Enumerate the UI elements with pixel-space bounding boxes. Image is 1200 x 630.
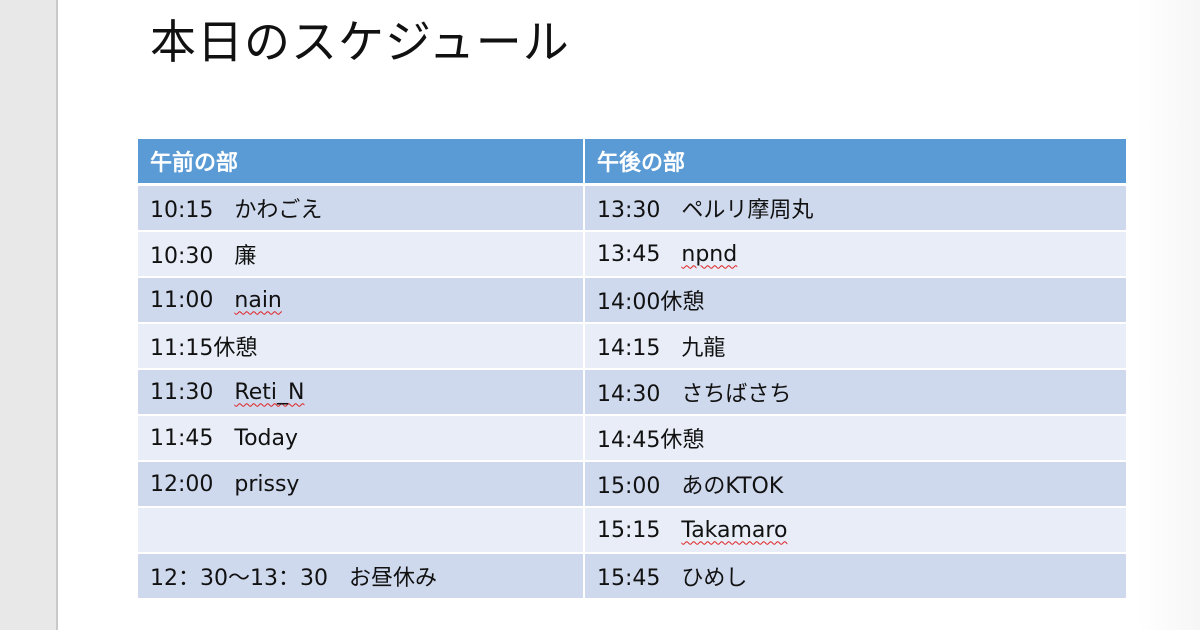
time-text: 14:00休憩 (597, 290, 705, 315)
slide-thumbnail-gutter (0, 0, 58, 630)
time-text: 11:00 (150, 287, 214, 313)
table-row: 11:45 Today 14:45休憩 (138, 415, 1126, 462)
cell-morning[interactable]: 10:30 廉 (138, 231, 585, 278)
performer-text: Takamaro (681, 517, 788, 543)
table-row: 12：30～13：30 お昼休み 15:45 ひめし (138, 553, 1126, 600)
slide-canvas[interactable]: 本日のスケジュール 午前の部 午後の部 10:15 かわごえ 13:30 ペルリ… (58, 0, 1200, 630)
cell-morning[interactable]: 12：30～13：30 お昼休み (138, 553, 585, 600)
performer-text: さちばさち (681, 382, 792, 407)
performer-text: prissy (234, 471, 300, 497)
time-text: 14:30 (597, 382, 661, 407)
cell-afternoon[interactable]: 14:00休憩 (584, 277, 1126, 324)
time-text: 10:30 (150, 244, 214, 269)
table-row: 11:00 nain 14:00休憩 (138, 277, 1126, 324)
cell-morning[interactable]: 10:15 かわごえ (138, 184, 585, 232)
header-afternoon[interactable]: 午後の部 (584, 139, 1126, 186)
time-text: 15:45 (597, 566, 661, 591)
table-row: 12:00 prissy 15:00 あのKTOK (138, 461, 1126, 508)
cell-afternoon[interactable]: 14:45休憩 (584, 415, 1126, 462)
cell-morning[interactable]: 11:15休憩 (138, 323, 585, 370)
performer-text: nain (234, 287, 282, 313)
cell-morning[interactable]: 11:00 nain (138, 277, 585, 324)
time-text: 11:30 (150, 379, 214, 405)
time-text: 12：30～13：30 (150, 566, 328, 591)
table-row: 15:15 Takamaro (138, 507, 1126, 554)
time-text: 13:45 (597, 241, 661, 267)
performer-text: お昼休み (348, 566, 437, 591)
time-text: 14:45休憩 (597, 428, 705, 453)
time-text: 15:00 (597, 474, 661, 499)
performer-text: ひめし (681, 566, 748, 591)
performer-text: あのKTOK (681, 474, 784, 499)
cell-morning[interactable]: 12:00 prissy (138, 461, 585, 508)
time-text: 12:00 (150, 471, 214, 497)
cell-morning[interactable]: 11:30 Reti_N (138, 369, 585, 416)
right-edge-shade (1138, 0, 1200, 630)
cell-afternoon[interactable]: 15:00 あのKTOK (584, 461, 1126, 508)
time-text: 11:45 (150, 425, 214, 451)
table-row: 11:15休憩 14:15 九龍 (138, 323, 1126, 370)
performer-text: npnd (681, 241, 738, 267)
time-text: 14:15 (597, 336, 661, 361)
cell-afternoon[interactable]: 15:15 Takamaro (584, 507, 1126, 554)
performer-text: ペルリ摩周丸 (681, 198, 814, 223)
time-text: 15:15 (597, 517, 661, 543)
performer-text: かわごえ (234, 198, 323, 223)
table-row: 11:30 Reti_N 14:30 さちばさち (138, 369, 1126, 416)
table-row: 10:15 かわごえ 13:30 ペルリ摩周丸 (138, 184, 1126, 232)
cell-morning[interactable]: 11:45 Today (138, 415, 585, 462)
cell-morning[interactable] (138, 507, 585, 554)
performer-text: 廉 (234, 244, 257, 269)
performer-text: Today (234, 425, 299, 451)
header-morning[interactable]: 午前の部 (138, 139, 585, 186)
cell-afternoon[interactable]: 14:15 九龍 (584, 323, 1126, 370)
time-text: 11:15休憩 (150, 336, 258, 361)
cell-afternoon[interactable]: 13:30 ペルリ摩周丸 (584, 184, 1126, 232)
cell-afternoon[interactable]: 13:45 npnd (584, 231, 1126, 278)
performer-text: Reti_N (234, 379, 305, 405)
time-text: 10:15 (150, 198, 214, 223)
time-text: 13:30 (597, 198, 661, 223)
cell-afternoon[interactable]: 14:30 さちばさち (584, 369, 1126, 416)
cell-afternoon[interactable]: 15:45 ひめし (584, 553, 1126, 600)
table-row: 10:30 廉 13:45 npnd (138, 231, 1126, 278)
performer-text: 九龍 (681, 336, 726, 361)
slide-title[interactable]: 本日のスケジュール (150, 15, 570, 69)
table-header-row: 午前の部 午後の部 (138, 139, 1126, 186)
schedule-table[interactable]: 午前の部 午後の部 10:15 かわごえ 13:30 ペルリ摩周丸 10:30 … (138, 139, 1126, 600)
